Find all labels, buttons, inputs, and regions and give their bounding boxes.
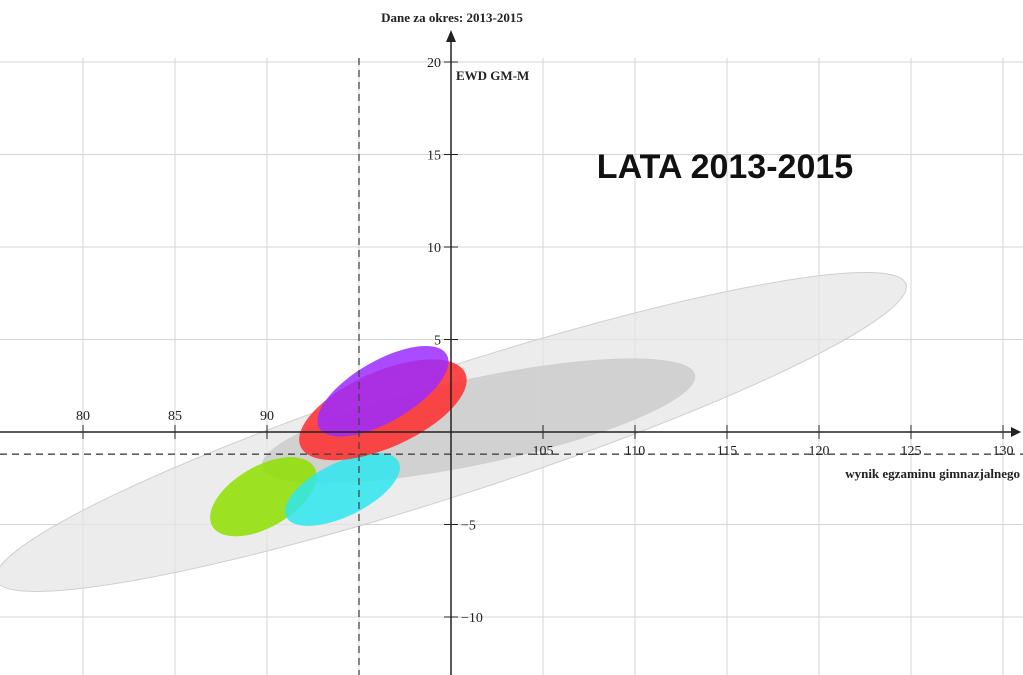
y-tick-label: −5	[461, 519, 476, 534]
x-tick-label: 130	[993, 444, 1014, 459]
y-tick-label: 5	[434, 334, 441, 349]
ellipse-cyan	[284, 452, 400, 526]
y-tick-label: 10	[427, 241, 441, 256]
ellipse-green	[210, 457, 317, 537]
x-tick-label: 125	[901, 444, 922, 459]
reference-lines	[0, 58, 1023, 675]
y-axis-label: EWD GM-M	[456, 68, 529, 83]
y-tick-label: 20	[427, 56, 441, 71]
y-tick-label: 15	[427, 149, 441, 164]
x-tick-label: 115	[717, 444, 737, 459]
y-axis-arrow	[446, 30, 456, 42]
axes	[0, 30, 1021, 675]
x-tick-label: 120	[809, 444, 830, 459]
x-tick-label: 105	[533, 444, 554, 459]
x-tick-label: 110	[625, 444, 645, 459]
x-tick-label: 85	[168, 409, 182, 424]
period-annotation: LATA 2013-2015	[597, 148, 853, 186]
chart-title: Dane za okres: 2013-2015	[381, 10, 523, 25]
x-axis-label: wynik egzaminu gimnazjalnego	[845, 466, 1020, 481]
ellipse-purple	[317, 345, 449, 437]
x-axis-arrow	[1011, 427, 1021, 437]
y-tick-label: −10	[461, 611, 483, 626]
x-tick-label: 80	[76, 409, 90, 424]
x-tick-label: 90	[260, 409, 274, 424]
